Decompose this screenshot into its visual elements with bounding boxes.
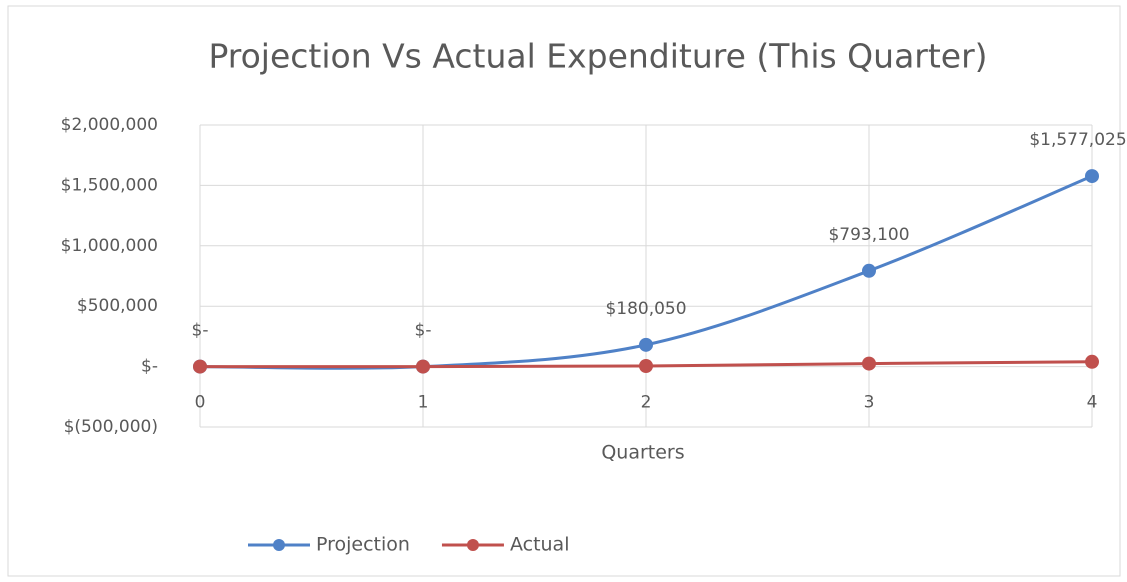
x-axis-title: Quarters xyxy=(601,442,684,464)
data-point xyxy=(193,359,207,374)
y-tick-label: $(500,000) xyxy=(64,417,158,437)
data-label: $180,050 xyxy=(605,299,686,319)
data-label: $- xyxy=(415,321,432,341)
legend-marker xyxy=(273,539,285,551)
y-tick-label: $1,000,000 xyxy=(61,236,158,256)
data-label: $1,577,025 xyxy=(1029,130,1126,150)
y-tick-label: $1,500,000 xyxy=(61,175,158,195)
legend-marker xyxy=(466,539,479,551)
data-label: $793,100 xyxy=(828,225,909,245)
data-point xyxy=(639,358,653,373)
x-tick-label: 3 xyxy=(864,393,875,413)
y-tick-label: $500,000 xyxy=(77,296,158,316)
x-tick-label: 4 xyxy=(1087,393,1098,413)
x-tick-label: 1 xyxy=(418,393,429,413)
data-point xyxy=(639,337,653,352)
data-label: $- xyxy=(192,321,209,341)
y-tick-label: $- xyxy=(141,357,158,377)
data-point xyxy=(1085,354,1099,369)
y-tick-label: $2,000,000 xyxy=(61,115,158,135)
data-point xyxy=(416,359,430,374)
legend-label: Projection xyxy=(316,534,410,556)
x-tick-label: 2 xyxy=(641,393,652,413)
data-point xyxy=(862,356,876,371)
x-tick-label: 0 xyxy=(195,393,206,413)
data-point xyxy=(1085,169,1099,184)
data-point xyxy=(862,263,876,278)
chart-title: Projection Vs Actual Expenditure (This Q… xyxy=(208,37,987,76)
chart-border xyxy=(7,5,1121,577)
legend-label: Actual xyxy=(510,534,570,556)
